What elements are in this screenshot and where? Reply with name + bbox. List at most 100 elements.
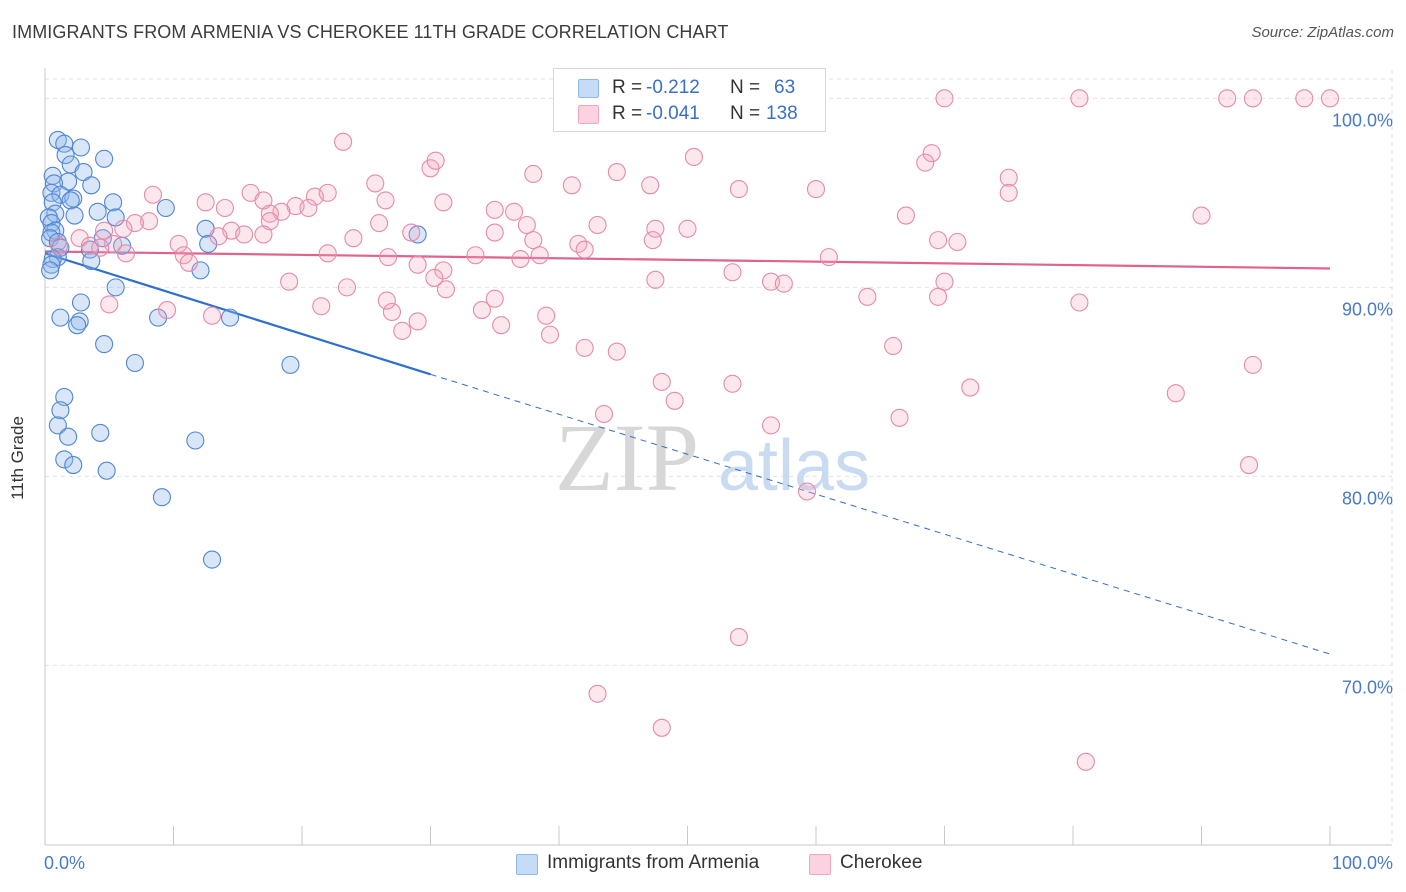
armenia-point <box>91 423 110 442</box>
cherokee-point <box>935 272 954 291</box>
cherokee-point <box>1243 89 1262 108</box>
cherokee-point <box>607 163 626 182</box>
cherokee-point <box>408 255 427 274</box>
armenia-point <box>48 416 67 435</box>
cherokee-point <box>235 225 254 244</box>
armenia-trend-extension <box>430 373 1331 655</box>
cherokee-point <box>1192 206 1211 225</box>
watermark: ZIP atlas <box>555 404 870 511</box>
stats-legend: R = -0.212 N = 63 R = -0.041 N = 138 <box>553 68 826 132</box>
cherokee-point <box>426 151 445 170</box>
cherokee-point <box>729 628 748 647</box>
armenia-point <box>408 225 427 244</box>
cherokee-point <box>140 212 159 231</box>
cherokee-point <box>504 202 524 221</box>
legend-r-value: -0.212 <box>646 77 700 98</box>
cherokee-point <box>896 206 916 225</box>
cherokee-point <box>540 325 560 344</box>
cherokee-point <box>408 312 427 331</box>
cherokee-point <box>819 248 838 267</box>
cherokee-point <box>537 306 556 325</box>
y-tick-label: 90.0% <box>1342 299 1393 319</box>
armenia-point <box>68 316 87 335</box>
cherokee-point <box>196 193 215 212</box>
cherokee-point <box>641 176 660 195</box>
axes <box>44 68 1392 846</box>
cherokee-point <box>393 321 412 340</box>
cherokee-point <box>215 198 234 218</box>
cherokee-point <box>678 219 697 238</box>
armenia-point <box>71 138 91 157</box>
cherokee-point <box>344 229 363 248</box>
legend-row-cherokee: R = -0.041 N = 138 <box>554 101 825 127</box>
legend-n-value: 63 <box>774 77 796 98</box>
armenia-point <box>51 401 70 420</box>
chart-title: IMMIGRANTS FROM ARMENIA VS CHEROKEE 11TH… <box>12 22 729 42</box>
cherokee-point <box>999 183 1018 202</box>
cherokee-point <box>91 238 110 257</box>
cherokee-point <box>50 236 69 255</box>
cherokee-point <box>366 174 385 193</box>
cherokee-point <box>858 287 877 306</box>
armenia-point <box>88 202 107 221</box>
cherokee-point <box>935 89 954 108</box>
cherokee-point <box>884 336 903 356</box>
grid-lines <box>45 70 1393 845</box>
cherokee-point <box>1076 752 1095 771</box>
cherokee-point <box>485 200 504 219</box>
cherokee-point <box>318 244 337 263</box>
armenia-point <box>281 355 300 374</box>
cherokee-point <box>607 342 626 361</box>
armenia-point <box>106 278 125 297</box>
cherokee-point <box>665 391 684 410</box>
cherokee-point <box>652 718 671 737</box>
cherokee-point <box>1070 293 1089 312</box>
legend-r-label: R = <box>612 77 643 98</box>
cherokee-point <box>588 215 607 235</box>
legend-swatch-armenia <box>578 79 599 98</box>
cherokee-point <box>922 144 941 163</box>
cherokee-point <box>370 214 389 233</box>
armenia-point <box>61 191 80 210</box>
armenia-point <box>203 550 222 569</box>
cherokee-point <box>312 297 331 316</box>
cherokee-point <box>70 229 89 248</box>
cherokee-point <box>1070 89 1089 108</box>
cherokee-point <box>436 280 455 299</box>
armenia-point <box>82 251 101 270</box>
cherokee-trend-line <box>44 250 1331 270</box>
cherokee-point <box>143 185 162 204</box>
cherokee-point <box>562 176 581 195</box>
cherokee-point <box>492 316 511 335</box>
cherokee-point <box>158 301 177 320</box>
armenia-point <box>97 461 116 480</box>
cherokee-point <box>466 246 485 265</box>
cherokee-point <box>95 221 114 240</box>
y-tick-label: 100.0% <box>1332 110 1393 130</box>
bottom-legend-label-armenia: Immigrants from Armenia <box>547 852 760 873</box>
cherokee-point <box>643 231 662 250</box>
cherokee-point <box>575 240 594 259</box>
cherokee-point <box>1166 384 1185 403</box>
cherokee-point <box>646 219 665 238</box>
armenia-point <box>82 176 101 195</box>
bottom-legend-swatch-armenia <box>516 854 538 875</box>
cherokee-point <box>1239 456 1259 475</box>
cherokee-point <box>425 268 444 287</box>
cherokee-point <box>594 404 614 424</box>
cherokee-point <box>209 227 228 246</box>
cherokee-point <box>929 231 948 250</box>
cherokee-point <box>684 147 703 167</box>
cherokee-point <box>588 684 607 703</box>
legend-n-value: 138 <box>766 103 798 124</box>
watermark-zip: ZIP <box>555 404 699 511</box>
cherokee-point <box>116 244 136 263</box>
armenia-point <box>199 234 218 253</box>
armenia-point <box>71 293 91 312</box>
legend-n-label: N = <box>730 103 761 124</box>
cherokee-point <box>203 306 222 325</box>
cherokee-point <box>179 253 198 272</box>
cherokee-point <box>806 180 826 199</box>
cherokee-point <box>652 372 671 391</box>
cherokee-point <box>305 187 324 206</box>
